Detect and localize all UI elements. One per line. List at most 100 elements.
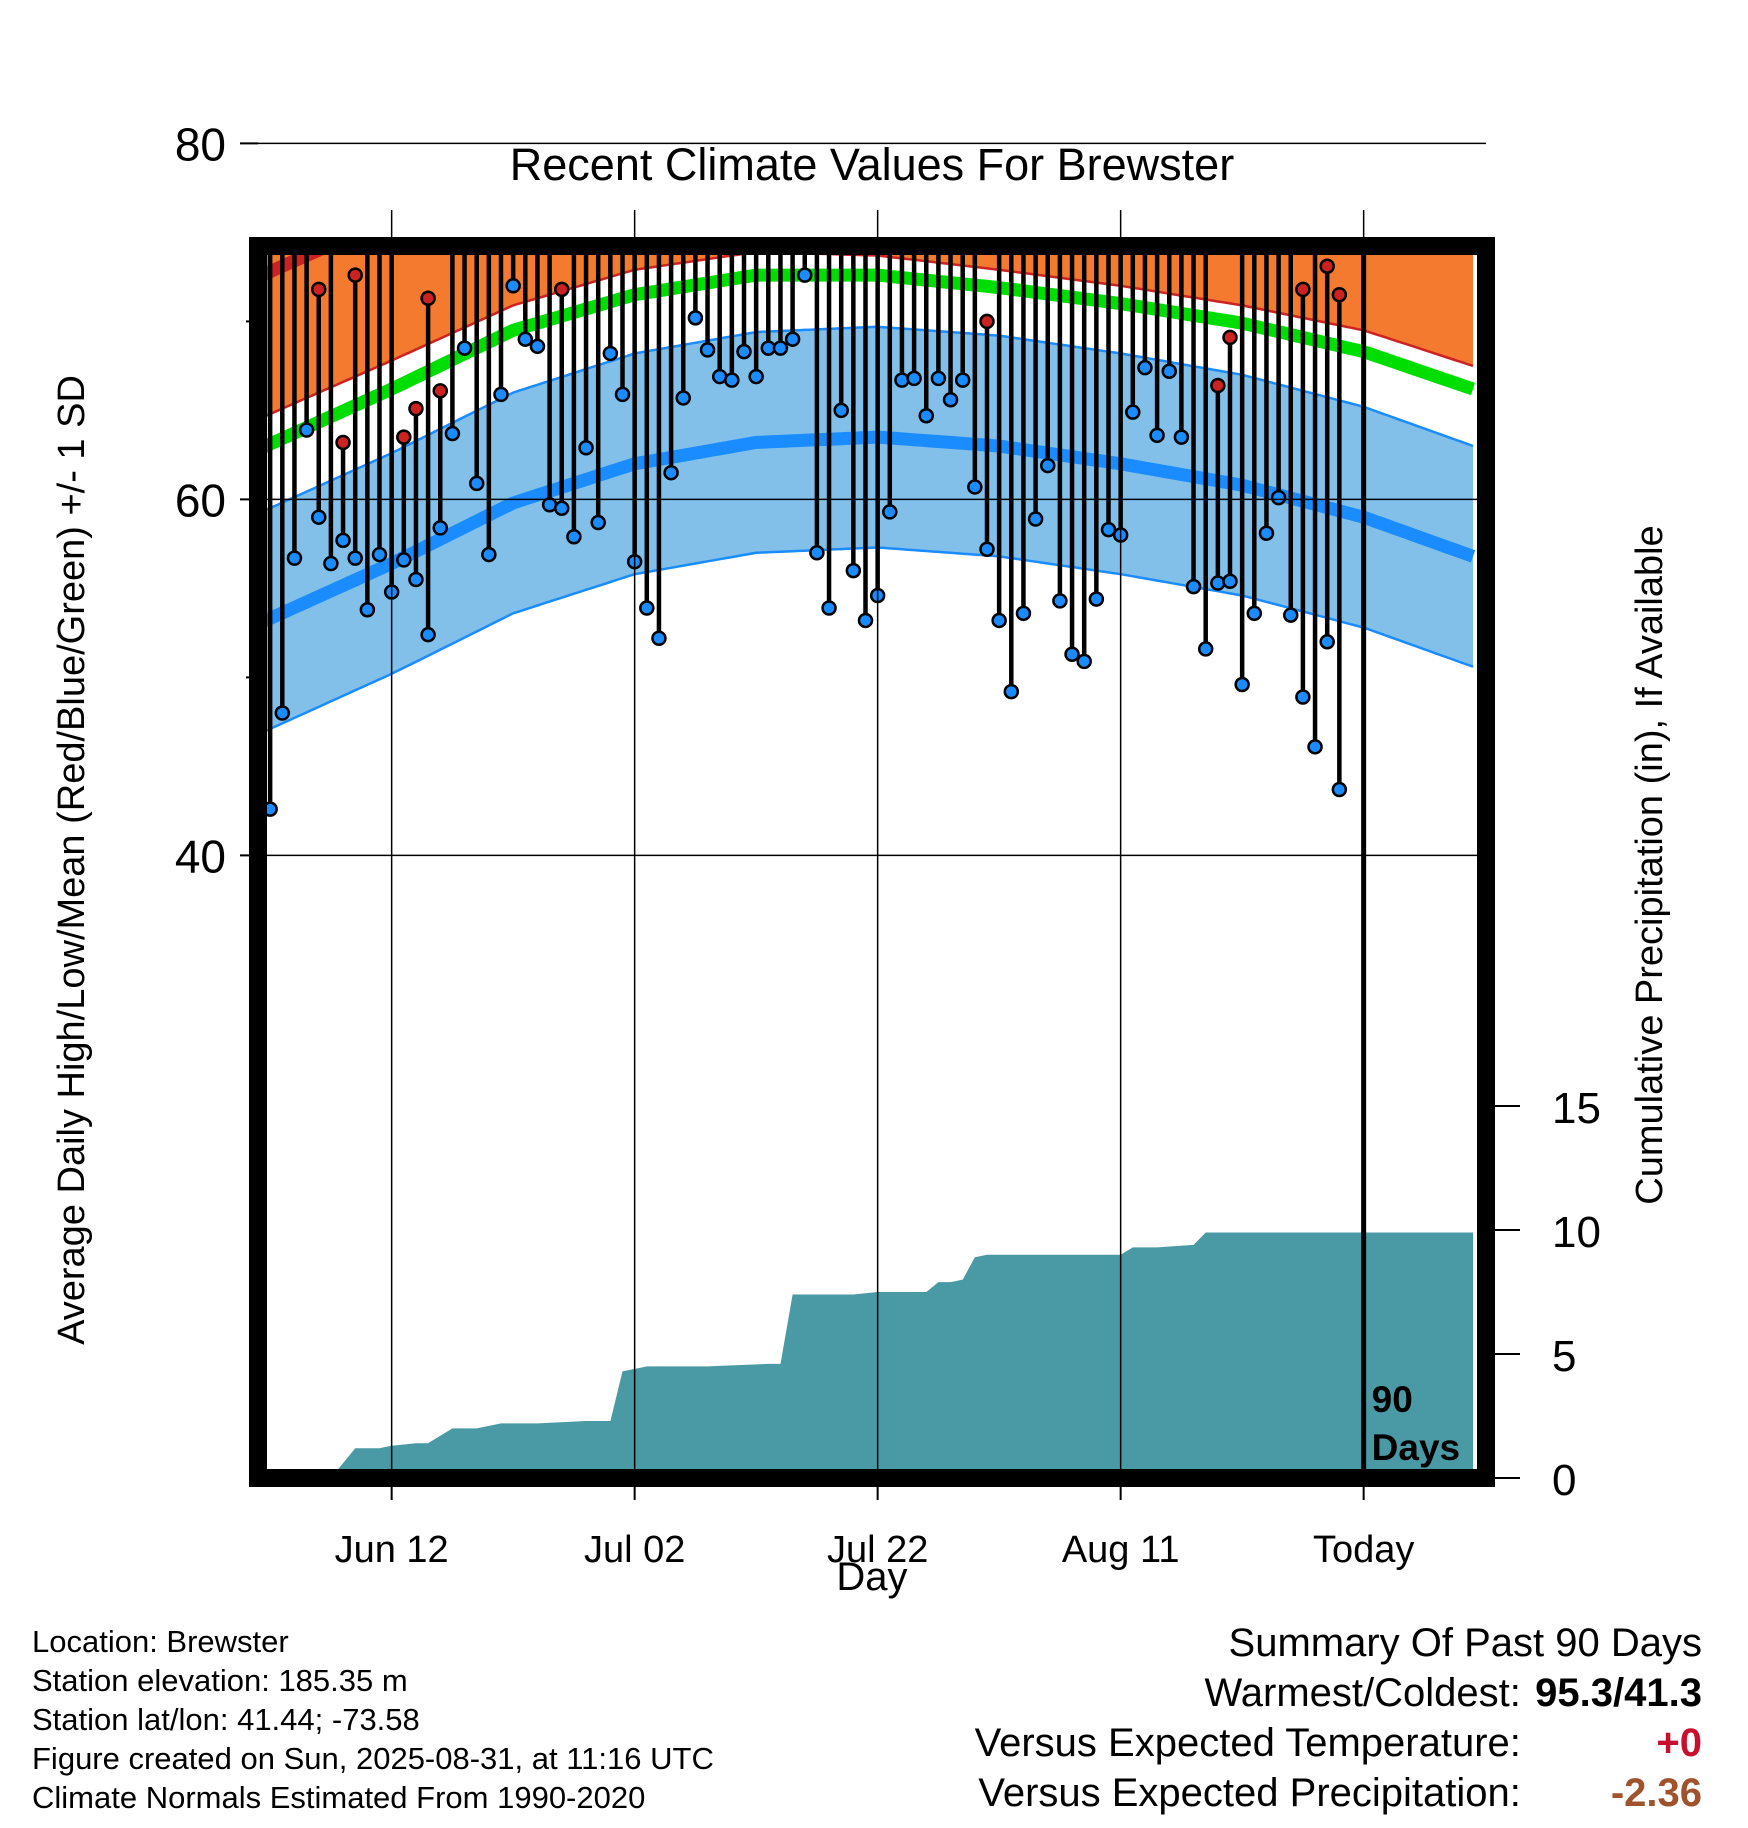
daily-low-point bbox=[590, 514, 606, 531]
daily-low-point bbox=[967, 479, 983, 495]
daily-low-point bbox=[748, 368, 764, 385]
daily-low-point bbox=[1076, 653, 1092, 670]
daily-low-point bbox=[918, 407, 934, 424]
daily-low-point bbox=[699, 342, 716, 358]
daily-low-point bbox=[1185, 578, 1202, 595]
summary-precip-row: Versus Expected Precipitation: -2.36 bbox=[975, 1768, 1702, 1818]
daily-low-point bbox=[821, 600, 837, 616]
daily-low-point bbox=[1295, 689, 1311, 705]
daily-high-point bbox=[324, 213, 337, 226]
daily-high-point bbox=[1248, 119, 1261, 132]
daily-low-point bbox=[639, 600, 655, 616]
daily-low-point bbox=[894, 372, 910, 388]
daily-low-point bbox=[274, 705, 291, 721]
summary-precip-label: Versus Expected Precipitation: bbox=[978, 1771, 1521, 1815]
daily-low-point bbox=[833, 402, 849, 419]
daily-high-point bbox=[738, 67, 751, 80]
summary-warmcold-label: Warmest/Coldest: bbox=[1204, 1671, 1521, 1715]
daily-high-point bbox=[580, 66, 593, 79]
daily-high-point bbox=[408, 400, 424, 417]
daily-low-point bbox=[456, 340, 473, 356]
daily-high-point bbox=[1295, 281, 1311, 298]
today-marker-label-days-count: 90 bbox=[1372, 1379, 1413, 1420]
daily-low-point bbox=[1246, 605, 1263, 622]
daily-high-point bbox=[1066, 126, 1079, 139]
daily-high-point bbox=[567, 124, 580, 137]
daily-low-point bbox=[930, 370, 947, 387]
y-left-tick-label: 60 bbox=[175, 474, 226, 526]
daily-low-point bbox=[1331, 781, 1348, 798]
plot-content bbox=[258, 0, 1476, 1478]
daily-high-point bbox=[968, 189, 981, 202]
daily-low-point bbox=[1319, 634, 1335, 650]
daily-high-point bbox=[335, 434, 351, 451]
daily-high-point bbox=[458, 3, 471, 16]
summary-panel: Summary Of Past 90 Days Warmest/Coldest:… bbox=[975, 1618, 1702, 1818]
summary-temp-value: +0 bbox=[1656, 1721, 1702, 1765]
y-axis-label-right: Cumulative Precipitation (in), If Availa… bbox=[1629, 525, 1671, 1204]
today-marker-label-days-word: Days bbox=[1372, 1427, 1460, 1468]
daily-low-point bbox=[675, 390, 691, 406]
daily-low-point bbox=[432, 520, 448, 536]
daily-high-point bbox=[1199, 224, 1212, 237]
daily-low-point bbox=[845, 562, 862, 579]
x-tick-label: Jul 22 bbox=[827, 1529, 928, 1571]
daily-high-point bbox=[495, 23, 508, 36]
daily-high-point bbox=[1102, 18, 1115, 31]
daily-low-point bbox=[651, 630, 667, 646]
daily-low-point bbox=[444, 425, 461, 442]
climate-chart: Recent Climate Values For Brewster 90 Day… bbox=[51, 0, 1671, 1599]
daily-low-point bbox=[1283, 607, 1299, 623]
daily-high-point bbox=[1210, 377, 1226, 394]
daily-low-point bbox=[408, 571, 424, 588]
station-info: Location: Brewster Station elevation: 18… bbox=[32, 1622, 714, 1817]
daily-low-point bbox=[954, 372, 971, 388]
daily-low-point bbox=[1197, 641, 1214, 657]
daily-low-point bbox=[517, 331, 534, 347]
daily-low-point bbox=[602, 345, 619, 362]
summary-temp-row: Versus Expected Temperature: +0 bbox=[975, 1718, 1702, 1768]
daily-high-point bbox=[554, 281, 570, 298]
daily-high-point bbox=[798, 14, 811, 27]
info-location: Location: Brewster bbox=[32, 1624, 289, 1659]
summary-title: Summary Of Past 90 Days bbox=[1228, 1621, 1702, 1665]
plot-frame bbox=[249, 237, 1495, 1487]
daily-high-point bbox=[396, 429, 412, 445]
daily-high-point bbox=[677, 57, 690, 70]
y-left-tick-label: 80 bbox=[175, 118, 226, 170]
daily-low-point bbox=[298, 422, 315, 438]
daily-high-point bbox=[311, 281, 327, 298]
daily-low-point bbox=[736, 343, 752, 360]
daily-low-point bbox=[1027, 511, 1044, 527]
daily-low-point bbox=[942, 391, 959, 408]
daily-low-point bbox=[724, 372, 740, 388]
daily-low-point bbox=[1161, 363, 1177, 379]
daily-high-point bbox=[1222, 329, 1238, 346]
daily-high-point bbox=[920, 114, 933, 127]
daily-high-point bbox=[665, 11, 678, 24]
info-elevation: Station elevation: 185.35 m bbox=[32, 1663, 408, 1698]
daily-high-point bbox=[993, 212, 1006, 225]
daily-low-point bbox=[882, 504, 898, 520]
daily-high-point bbox=[701, 27, 714, 40]
daily-low-point bbox=[529, 338, 546, 355]
daily-low-point bbox=[323, 555, 339, 572]
summary-warmcold-value: 95.3/41.3 bbox=[1535, 1671, 1702, 1715]
daily-high-point bbox=[347, 267, 363, 283]
daily-low-point bbox=[1015, 605, 1032, 622]
daily-high-point bbox=[276, 67, 289, 80]
normal-high-band-upper-edge bbox=[258, 0, 1473, 135]
summary-precip-value: -2.36 bbox=[1610, 1771, 1702, 1815]
x-axis-label: Day bbox=[836, 1555, 907, 1599]
daily-low-point bbox=[1088, 591, 1105, 607]
daily-high-point bbox=[264, 165, 277, 178]
daily-high-point bbox=[1151, 27, 1164, 40]
daily-low-point bbox=[1100, 521, 1117, 538]
daily-high-point bbox=[1272, 116, 1285, 129]
daily-low-point bbox=[1307, 739, 1323, 755]
x-tick-label: Aug 11 bbox=[1062, 1529, 1180, 1571]
daily-low-point bbox=[1210, 575, 1226, 591]
daily-high-point bbox=[1017, 89, 1030, 102]
daily-high-point bbox=[1345, 0, 1358, 7]
precipitation-area bbox=[258, 1232, 1473, 1478]
